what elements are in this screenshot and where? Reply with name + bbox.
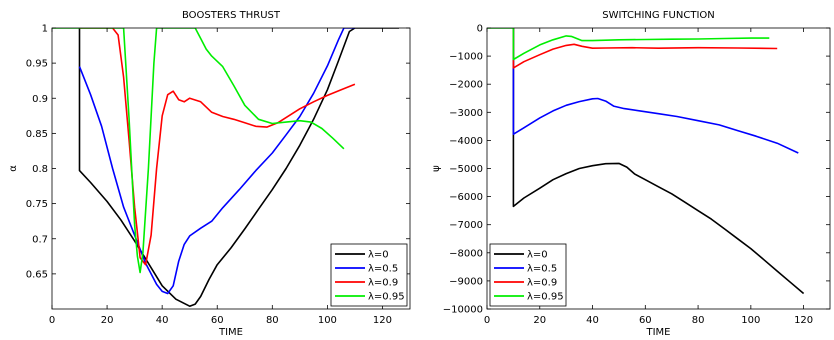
y-tick-label: −6000 (449, 192, 483, 203)
legend-label: λ=0.95 (527, 292, 564, 303)
series-line-2 (512, 28, 778, 69)
y-tick-label: −9000 (449, 276, 483, 287)
y-tick-label: −10000 (443, 305, 483, 316)
y-axis-label: α (8, 165, 19, 172)
x-tick-label: 120 (373, 315, 392, 326)
y-tick-label: 0 (477, 24, 483, 35)
x-tick-label: 0 (484, 315, 490, 326)
x-tick-label: 100 (318, 315, 337, 326)
x-tick-label: 120 (794, 315, 813, 326)
x-tick-label: 20 (101, 315, 114, 326)
x-tick-label: 60 (639, 315, 652, 326)
x-axis-label: TIME (218, 327, 243, 338)
chart-title: SWITCHING FUNCTION (602, 10, 715, 21)
x-tick-label: 60 (211, 315, 224, 326)
y-tick-label: 0.75 (26, 199, 48, 210)
y-tick-label: −7000 (449, 220, 483, 231)
series-line-1 (512, 28, 799, 154)
y-tick-label: −5000 (449, 164, 483, 175)
series-line-2 (79, 28, 356, 266)
y-tick-label: 1 (42, 24, 48, 35)
legend-label: λ=0.5 (368, 264, 398, 275)
boosters-thrust-chart: BOOSTERS THRUST TIME α 0 20 40 60 80 100 120 0.… (8, 10, 411, 338)
y-tick-label: −2000 (449, 80, 483, 91)
x-tick-label: 100 (741, 315, 760, 326)
switching-function-chart: SWITCHING FUNCTION TIME ψ 0 20 40 60 80 100 12… (431, 10, 831, 338)
y-tick-label: 0.8 (32, 164, 48, 175)
y-tick-label: 0.65 (26, 269, 48, 280)
legend-label: λ=0.95 (368, 292, 405, 303)
series-line-3 (487, 28, 770, 61)
x-tick-label: 0 (49, 315, 55, 326)
legend-label: λ=0 (368, 250, 389, 261)
x-axis-label: TIME (645, 327, 670, 338)
y-tick-label: −4000 (449, 136, 483, 147)
y-tick-label: 0.95 (26, 59, 48, 70)
series-line-0 (78, 28, 399, 307)
y-tick-label: 0.9 (32, 94, 48, 105)
legend-label: λ=0.9 (368, 278, 398, 289)
chart-title: BOOSTERS THRUST (182, 10, 281, 21)
legend-label: λ=0 (527, 250, 548, 261)
legend-label: λ=0.5 (527, 264, 557, 275)
series-line-3 (52, 28, 345, 274)
y-axis-label: ψ (431, 165, 442, 172)
series-line-0 (512, 28, 805, 295)
x-tick-label: 80 (692, 315, 705, 326)
series-line-1 (78, 28, 355, 295)
y-tick-label: 0.85 (26, 129, 48, 140)
x-tick-label: 40 (156, 315, 169, 326)
y-tick-label: −1000 (449, 52, 483, 63)
y-tick-label: 0.7 (32, 234, 48, 245)
legend-label: λ=0.9 (527, 278, 557, 289)
x-tick-label: 40 (586, 315, 599, 326)
x-tick-label: 80 (266, 315, 279, 326)
x-tick-label: 20 (533, 315, 546, 326)
y-tick-label: −8000 (449, 248, 483, 259)
y-tick-label: −3000 (449, 108, 483, 119)
